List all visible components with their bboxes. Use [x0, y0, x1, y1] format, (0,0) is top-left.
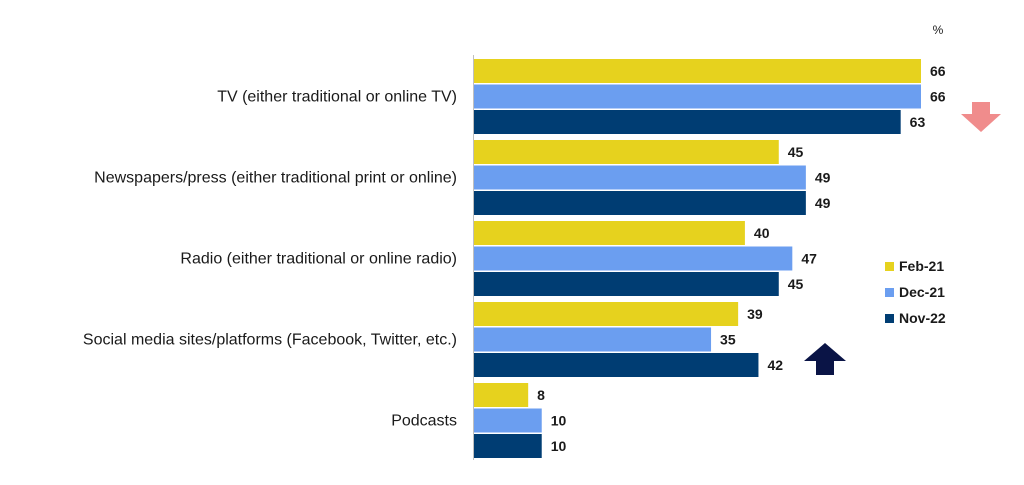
value-label-tv-either-traditional-or-online-tv-feb-21: 66 [930, 63, 946, 79]
bar-tv-either-traditional-or-online-tv-feb-21 [474, 59, 921, 83]
value-label-podcasts-dec-21: 10 [551, 413, 567, 429]
value-label-podcasts-feb-21: 8 [537, 387, 545, 403]
bar-social-media-sites-platforms-facebook-twitter-etc-feb-21 [474, 302, 739, 326]
value-label-podcasts-nov-22: 10 [551, 438, 567, 454]
legend-label-dec-21: Dec-21 [899, 284, 945, 300]
up-arrow-icon [804, 343, 846, 375]
annotations [804, 102, 1001, 375]
legend: Feb-21 Dec-21 Nov-22 [885, 258, 946, 326]
value-label-social-media-sites-platforms-facebook-twitter-etc-nov-22: 42 [767, 357, 783, 373]
legend-swatch-nov-22 [885, 314, 894, 323]
value-label-radio-either-traditional-or-online-radio-dec-21: 47 [801, 251, 817, 267]
value-label-social-media-sites-platforms-facebook-twitter-etc-feb-21: 39 [747, 306, 763, 322]
value-label-tv-either-traditional-or-online-tv-nov-22: 63 [910, 114, 926, 130]
value-label-newspapers-press-either-traditional-print-or-online-dec-21: 49 [815, 170, 831, 186]
value-label-tv-either-traditional-or-online-tv-dec-21: 66 [930, 89, 946, 105]
category-label-social-media-sites-platforms-facebook-twitter-etc: Social media sites/platforms (Facebook, … [83, 332, 457, 349]
bar-social-media-sites-platforms-facebook-twitter-etc-nov-22 [474, 353, 759, 377]
bar-newspapers-press-either-traditional-print-or-online-nov-22 [474, 191, 806, 215]
value-label-radio-either-traditional-or-online-radio-feb-21: 40 [754, 225, 770, 241]
legend-swatch-feb-21 [885, 262, 894, 271]
value-label-radio-either-traditional-or-online-radio-nov-22: 45 [788, 276, 804, 292]
bar-newspapers-press-either-traditional-print-or-online-feb-21 [474, 140, 779, 164]
legend-swatch-dec-21 [885, 288, 894, 297]
bar-radio-either-traditional-or-online-radio-feb-21 [474, 221, 745, 245]
bar-newspapers-press-either-traditional-print-or-online-dec-21 [474, 165, 806, 190]
bars [474, 59, 921, 458]
legend-label-feb-21: Feb-21 [899, 258, 944, 274]
value-label-newspapers-press-either-traditional-print-or-online-nov-22: 49 [815, 195, 831, 211]
category-label-tv-either-traditional-or-online-tv: TV (either traditional or online TV) [217, 89, 457, 106]
category-label-newspapers-press-either-traditional-print-or-online: Newspapers/press (either traditional pri… [94, 170, 457, 187]
bar-social-media-sites-platforms-facebook-twitter-etc-dec-21 [474, 327, 712, 352]
bar-tv-either-traditional-or-online-tv-nov-22 [474, 110, 901, 134]
down-arrow-icon [961, 102, 1001, 132]
bar-podcasts-dec-21 [474, 408, 542, 433]
category-labels: TV (either traditional or online TV) News… [83, 89, 457, 430]
bar-radio-either-traditional-or-online-radio-dec-21 [474, 246, 793, 271]
bar-tv-either-traditional-or-online-tv-dec-21 [474, 84, 921, 109]
category-label-radio-either-traditional-or-online-radio: Radio (either traditional or online radi… [180, 251, 457, 268]
bar-podcasts-feb-21 [474, 383, 529, 407]
value-label-social-media-sites-platforms-facebook-twitter-etc-dec-21: 35 [720, 332, 736, 348]
category-label-podcasts: Podcasts [391, 413, 457, 430]
bar-radio-either-traditional-or-online-radio-nov-22 [474, 272, 779, 296]
value-label-newspapers-press-either-traditional-print-or-online-feb-21: 45 [788, 144, 804, 160]
legend-label-nov-22: Nov-22 [899, 310, 946, 326]
unit-label: % [933, 23, 944, 37]
bar-podcasts-nov-22 [474, 434, 542, 458]
